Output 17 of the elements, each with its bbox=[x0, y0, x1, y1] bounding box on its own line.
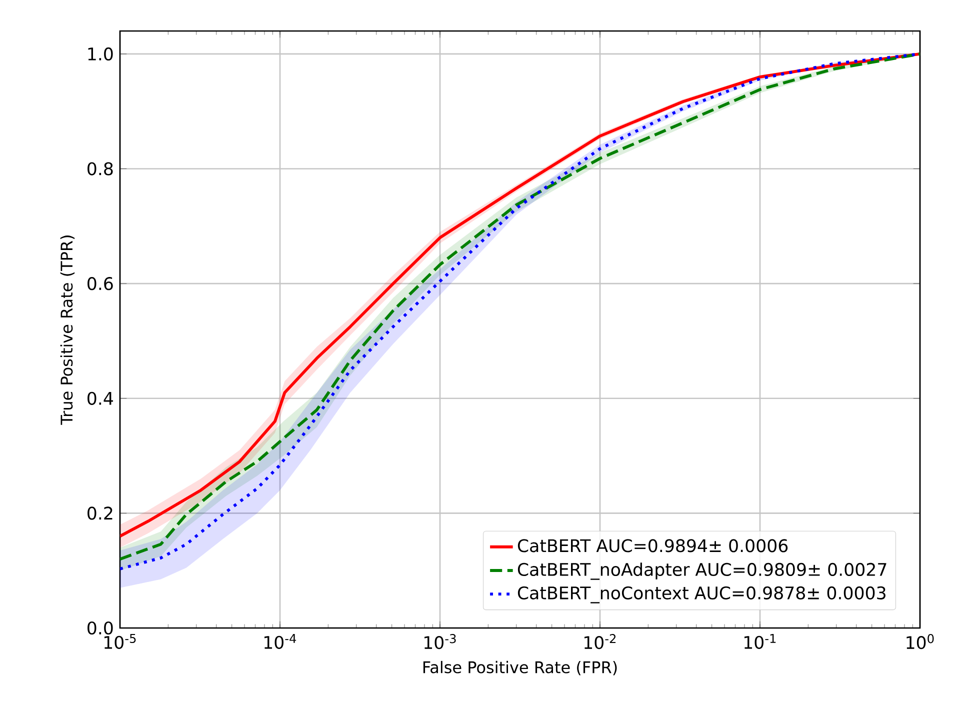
y-axis-title: True Positive Rate (TPR) bbox=[60, 236, 75, 425]
legend-label: CatBERT_noAdapter AUC=0.9809± 0.0027 bbox=[518, 562, 886, 580]
x-tick-label: 10$^{-4}$ bbox=[264, 634, 296, 649]
x-tick-label: 10$^{-5}$ bbox=[104, 634, 136, 649]
y-tick-label: 0.0 bbox=[88, 621, 113, 635]
y-tick-label: 0.2 bbox=[88, 506, 112, 520]
x-tick-label: 10$^{0}$ bbox=[906, 634, 934, 650]
y-tick-label: 0.6 bbox=[88, 277, 113, 290]
y-tick-label: 1.0 bbox=[88, 47, 113, 61]
x-axis-title: False Positive Rate (FPR) bbox=[423, 660, 617, 676]
legend-label: CatBERT_noContext AUC=0.9878± 0.0003 bbox=[518, 586, 886, 604]
legend-label: CatBERT AUC=0.9894± 0.0006 bbox=[518, 539, 788, 552]
x-tick-label: 10$^{-3}$ bbox=[424, 634, 456, 650]
y-tick-label: 0.8 bbox=[88, 162, 113, 176]
x-tick-label: 10$^{-2}$ bbox=[584, 634, 616, 650]
x-tick-label: 10$^{-1}$ bbox=[744, 634, 776, 649]
y-tick-label: 0.4 bbox=[88, 392, 113, 405]
